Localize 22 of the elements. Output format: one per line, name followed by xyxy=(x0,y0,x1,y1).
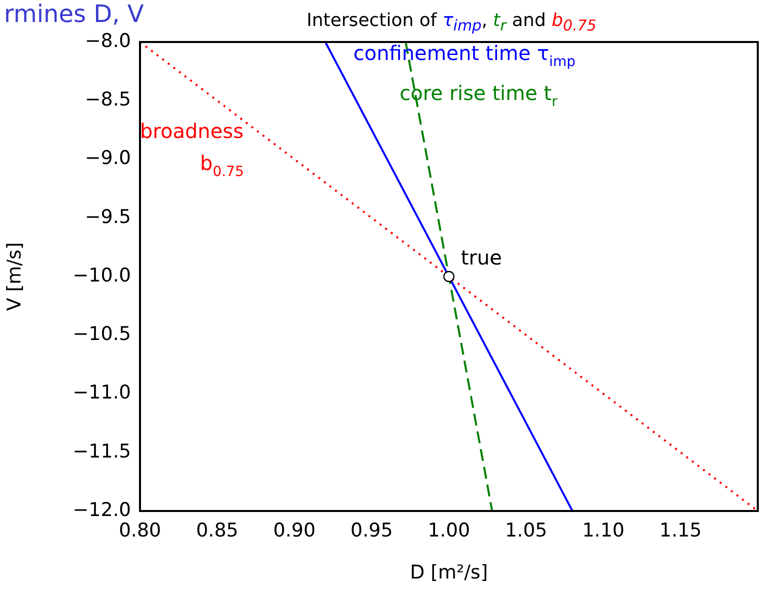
x-tick-label: 1.05 xyxy=(504,519,548,542)
y-axis-title: V [m/s] xyxy=(3,242,26,311)
x-tick-label: 1.15 xyxy=(659,519,702,542)
y-tick-label: −9.5 xyxy=(84,206,131,228)
text: rmines D, V xyxy=(4,0,144,28)
y-tick-label: −10.5 xyxy=(72,323,131,346)
y-tick-label: −11.5 xyxy=(72,440,131,462)
x-tick-label: 1.00 xyxy=(428,519,470,542)
y-tick-label: −8.0 xyxy=(84,30,131,52)
y-tick-label: −9.0 xyxy=(84,147,131,170)
x-tick-label: 0.80 xyxy=(118,519,162,542)
x-axis-title: D [m²/s] xyxy=(410,562,488,584)
x-tick-label: 0.90 xyxy=(273,519,316,542)
x-tick-label: 1.10 xyxy=(582,519,625,542)
y-tick-label: −10.0 xyxy=(72,264,131,286)
x-tick-label: 0.85 xyxy=(196,519,238,542)
series-label: true xyxy=(460,246,502,270)
y-tick-label: −8.5 xyxy=(84,88,131,111)
chart-title: Intersection of τ$_{imp}$, t$_{r}$ and b$_{0.75}$ xyxy=(306,10,596,35)
y-tick-label: −11.0 xyxy=(72,382,131,404)
y-tick-label: −12.0 xyxy=(72,498,131,521)
x-tick-label: 0.95 xyxy=(350,519,393,542)
